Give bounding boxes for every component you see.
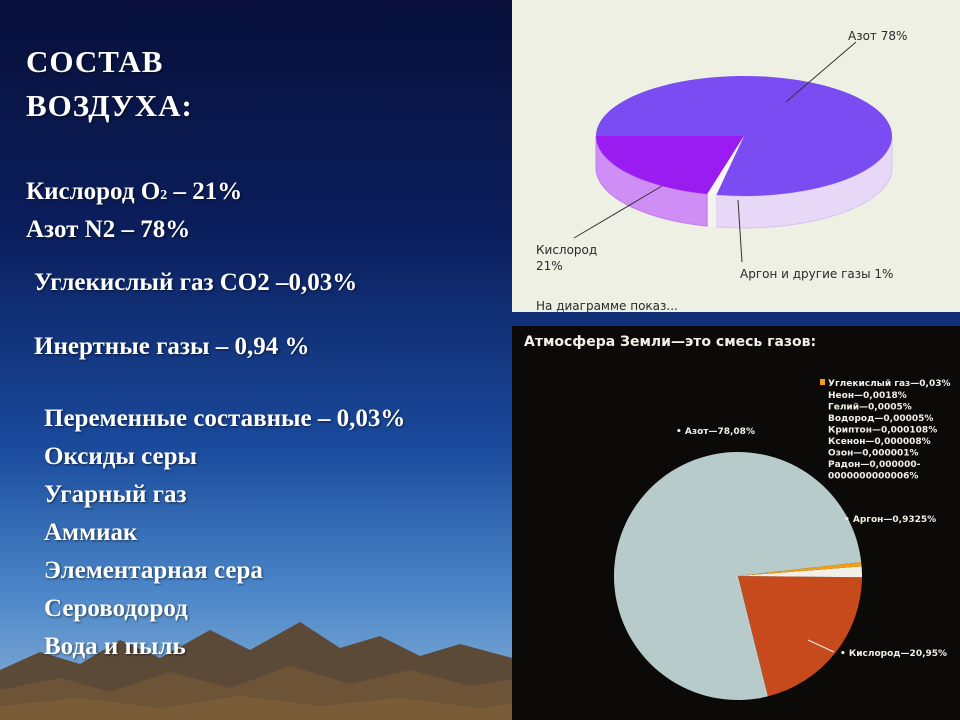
component-item: Вода и пыль: [44, 633, 186, 660]
co2-line: Углекислый газ СО2 –0,03%: [34, 269, 358, 296]
label-argon: • Аргон—0,9325%: [844, 515, 936, 525]
inert-gases-line: Инертные газы – 0,94 %: [34, 333, 310, 360]
pie3d-slice-argon: [707, 136, 744, 195]
label-oxygen-line1: Кислород: [536, 243, 597, 257]
oxygen-prefix: Кислород О: [26, 178, 161, 205]
leader-line-argon: [737, 199, 743, 263]
label-argon: Аргон и другие газы 1%: [740, 267, 893, 281]
pie3d-side-argon: [707, 194, 717, 227]
label-other-gas: Гелий—0,0005%: [828, 403, 912, 413]
chart2-title: Атмосфера Земли—это смесь газов:: [524, 334, 816, 350]
chart-panel-pie: Атмосфера Земли—это смесь газов: • Азот—7…: [512, 326, 960, 720]
co2-marker: [820, 379, 825, 385]
component-item: Угарный газ: [44, 481, 187, 508]
oxygen-subscript: 2: [160, 188, 168, 203]
component-item: Оксиды серы: [44, 443, 198, 470]
label-other-gas: Озон—0,000001%: [828, 449, 919, 459]
variable-components-line: Переменные составные – 0,03%: [44, 405, 406, 432]
label-other-gas: 0000000000006%: [828, 472, 918, 482]
pie-slice-co2: [738, 562, 862, 576]
label-oxygen: • Кислород—20,95%: [840, 649, 947, 659]
component-item: Аммиак: [44, 519, 138, 546]
leader-line-nitrogen: [785, 41, 857, 103]
label-oxygen-line2: 21%: [536, 259, 563, 273]
label-nitrogen: • Азот—78,08%: [676, 427, 755, 437]
title-line-1: СОСТАВ: [26, 44, 164, 79]
oxygen-line: Кислород О2 – 21%: [26, 178, 242, 206]
component-item: Сероводород: [44, 595, 188, 622]
pie-slice-oxygen: [738, 576, 862, 697]
chart1-footer: На диаграмме показ...: [536, 299, 678, 312]
label-nitrogen: Азот 78%: [848, 29, 907, 43]
label-other-gas: Водород—0,00005%: [828, 414, 933, 424]
title-line-2: ВОЗДУХА:: [26, 88, 193, 123]
leader-line-oxygen: [573, 185, 663, 239]
leader-line-oxygen: [807, 639, 835, 653]
pie-slice-argon: [738, 566, 863, 578]
pie-slice-nitrogen: [613, 451, 862, 700]
mountains-background: [0, 622, 520, 720]
pie3d-slice-oxygen: [596, 136, 744, 195]
pie-chart-atmosphere: Атмосфера Земли—это смесь газов: • Азот—7…: [524, 334, 950, 700]
label-co2: Углекислый газ—0,03%: [828, 379, 950, 389]
pie3d-slice-nitrogen: [596, 75, 892, 196]
nitrogen-line: Азот N2 – 78%: [26, 216, 191, 243]
label-other-gas: Радон—0,000000-: [828, 460, 921, 470]
chart-panel-3d-pie: Азот 78% Кислород 21% Аргон и другие газы 1…: [512, 0, 960, 312]
label-other-gas: Криптон—0,000108%: [828, 426, 937, 436]
label-other-gas: Ксенон—0,000008%: [828, 437, 931, 447]
component-item: Элементарная сера: [44, 557, 263, 584]
label-other-gas: Неон—0,0018%: [828, 391, 907, 401]
oxygen-suffix: – 21%: [167, 178, 243, 205]
pie-chart-3d: Азот 78% Кислород 21% Аргон и другие газы 1…: [536, 29, 907, 312]
